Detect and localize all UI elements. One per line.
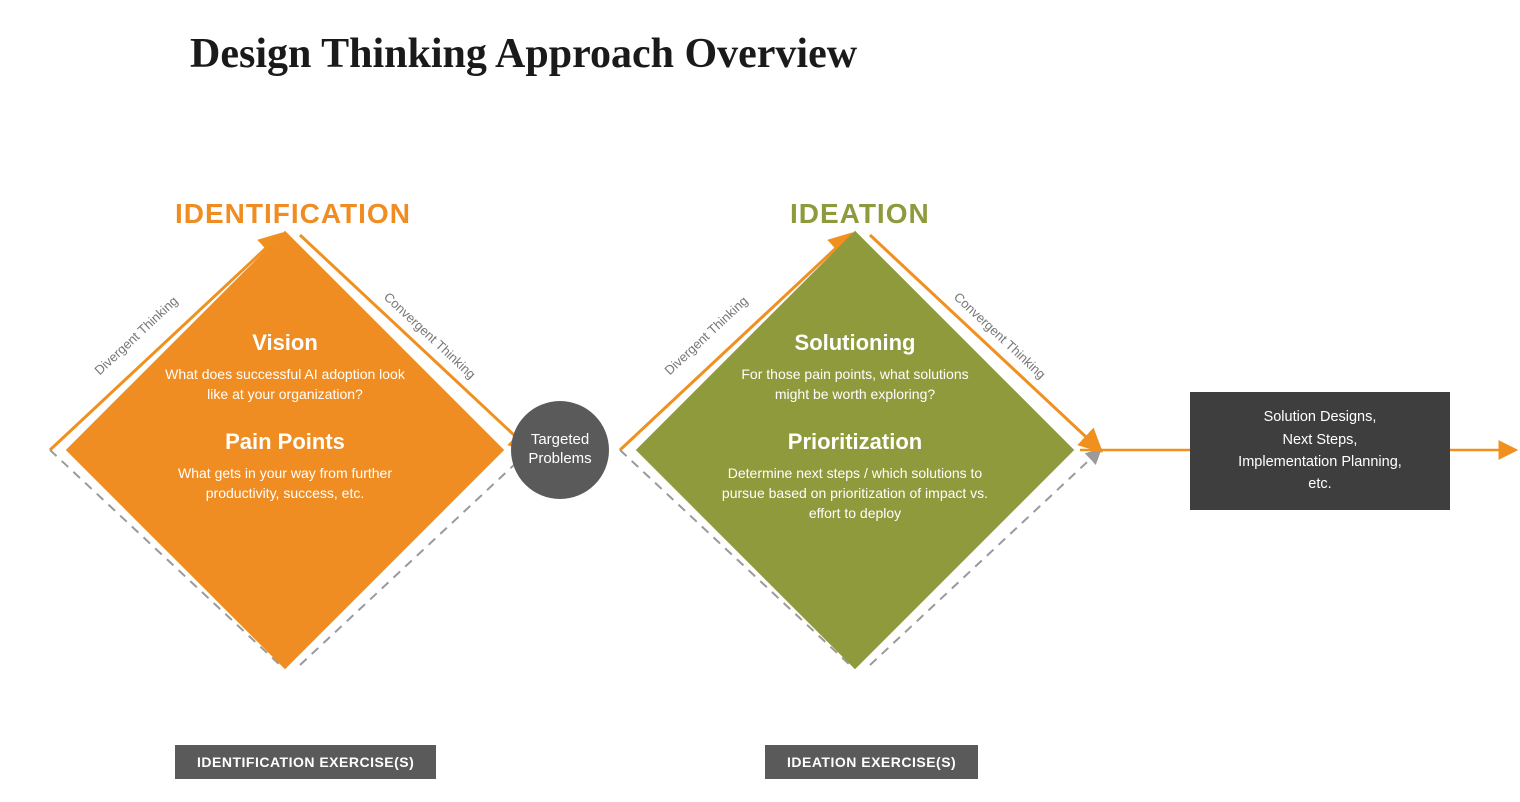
identification-content: Vision What does successful AI adoption … [130,330,440,503]
output-line2: Next Steps, [1238,429,1402,451]
painpoints-heading: Pain Points [130,429,440,455]
vision-body: What does successful AI adoption look li… [130,364,440,429]
page-title: Design Thinking Approach Overview [190,30,857,78]
output-line4: etc. [1238,473,1402,495]
phase2-label: IDEATION [790,198,930,230]
phase1-label: IDENTIFICATION [175,198,411,230]
ideation-content: Solutioning For those pain points, what … [685,330,1025,523]
targeted-problems-node: Targeted Problems [511,401,609,499]
targeted-problems-label: Targeted Problems [511,431,609,469]
solutioning-body: For those pain points, what solutions mi… [685,364,1025,429]
output-line3: Implementation Planning, [1238,451,1402,473]
prioritization-heading: Prioritization [685,429,1025,455]
output-line1: Solution Designs, [1238,406,1402,428]
solutioning-heading: Solutioning [685,330,1025,356]
identification-exercise-box: IDENTIFICATION EXERCISE(S) [175,745,436,779]
output-box: Solution Designs, Next Steps, Implementa… [1190,392,1450,510]
painpoints-body: What gets in your way from further produ… [130,463,440,504]
vision-heading: Vision [130,330,440,356]
ideation-exercise-box: IDEATION EXERCISE(S) [765,745,978,779]
prioritization-body: Determine next steps / which solutions t… [685,463,1025,524]
